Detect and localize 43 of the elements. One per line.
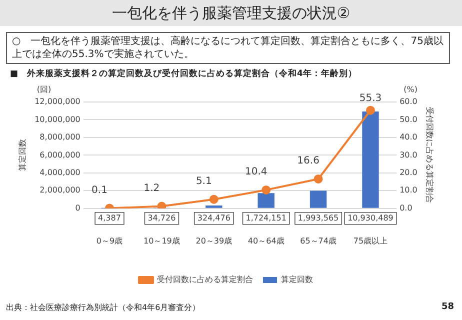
legend-label: 算定回数 <box>281 275 313 284</box>
x-tick-label: 10～19歳 <box>144 236 180 246</box>
data-label: 5.1 <box>196 176 212 187</box>
y-tick-label: 2,000,000 <box>40 186 80 195</box>
y-tick-label: 4,000,000 <box>40 168 80 178</box>
legend-label: 受付回数に占める算定割合 <box>157 275 253 284</box>
source-note: 出典：社会医療診療行為別統計（令和4年6月審査分） <box>6 302 200 313</box>
x-tick-label: 40～64歳 <box>248 236 284 246</box>
y2-tick-label: 60.0 <box>400 97 418 106</box>
text: ○ 一包化を伴う服薬管理支援は、高齢になるにつれて算定回数、算定割合ともに多く、75歳以上では全体の55.3%で実施されていた。 <box>6 32 450 64</box>
x-tick-label: 0～9歳 <box>96 236 123 246</box>
y-axis-title: 算定回数 <box>18 139 27 172</box>
data-label: 1,724,151 <box>246 213 286 222</box>
text: (回) <box>36 85 52 94</box>
y-tick-label: 0 <box>75 203 80 212</box>
y2-tick-label: 0.0 <box>400 203 412 212</box>
data-label: 1,993,565 <box>298 213 339 222</box>
data-label: 10.4 <box>244 166 268 178</box>
data-label: 10,930,489 <box>348 213 394 222</box>
data-label: 1.2 <box>144 182 160 194</box>
y2-axis-title: 受付回数に占める算定割合 <box>425 107 434 204</box>
y-tick-label: 8,000,000 <box>40 132 80 142</box>
data-label: 0.1 <box>92 184 108 196</box>
chart-title: 一包化を伴う服薬管理支援の状況② <box>0 0 462 26</box>
x-tick-label: 65～74歳 <box>300 236 336 246</box>
y2-tick-label: 30.0 <box>400 150 418 160</box>
y2-tick-label: 10.0 <box>400 186 418 195</box>
text: 58 <box>441 302 454 312</box>
data-label: 55.3 <box>359 92 382 104</box>
y2-tick-label: 50.0 <box>400 114 418 124</box>
data-label: 324,476 <box>197 213 230 222</box>
y-tick-label: 12,000,000 <box>34 97 80 106</box>
x-tick-label: 20～39歳 <box>196 236 232 246</box>
data-label: 4,387 <box>98 213 121 222</box>
data-label: 34,726 <box>148 213 176 222</box>
y2-tick-label: 20.0 <box>400 168 418 178</box>
data-label: 16.6 <box>297 156 320 167</box>
chart-subtitle: ■ 外来服薬支援料２の算定回数及び受付回数に占める算定割合（令和4年：年齢別） <box>10 69 357 79</box>
y-tick-label: 10,000,000 <box>34 114 80 124</box>
x-tick-label: 75歳以上 <box>353 236 388 246</box>
text: (%) <box>404 85 418 94</box>
y-tick-label: 6,000,000 <box>40 150 80 160</box>
y2-tick-label: 40.0 <box>400 132 418 142</box>
